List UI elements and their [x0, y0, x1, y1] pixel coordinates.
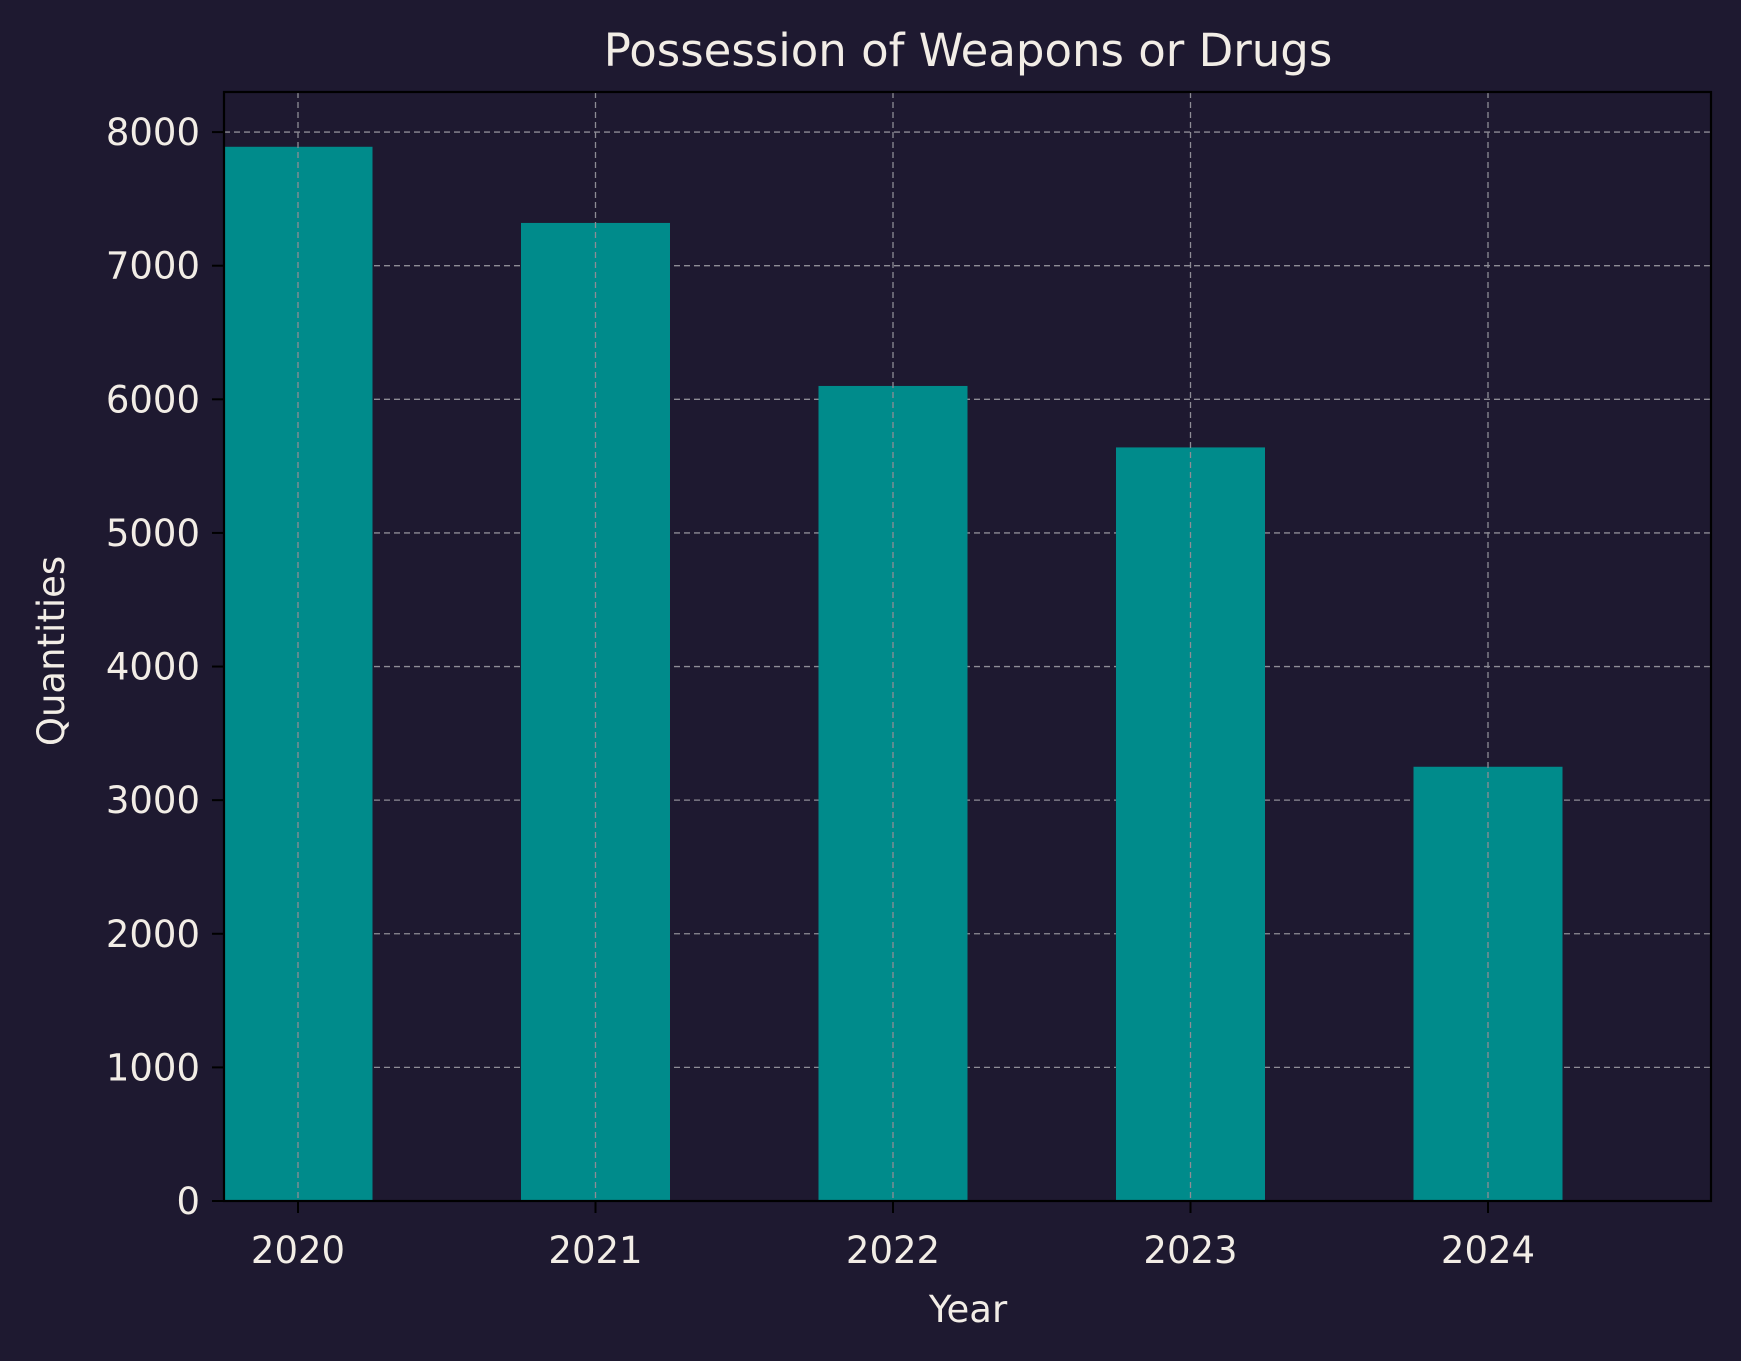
y-tick-label: 4000 [106, 646, 200, 689]
y-tick-label: 8000 [106, 111, 200, 154]
plot-frame [222, 90, 1713, 1203]
y-tick-label: 3000 [106, 779, 200, 822]
x-tick-label: 2023 [1143, 1229, 1237, 1272]
x-axis-title: Year [928, 1288, 1008, 1331]
y-axis-title: Quantities [30, 556, 73, 746]
y-tick-label: 5000 [106, 512, 200, 555]
x-tick-label: 2020 [251, 1229, 345, 1272]
y-tick-label: 0 [176, 1180, 200, 1223]
x-tick-label: 2021 [548, 1229, 642, 1272]
chart-title: Possession of Weapons or Drugs [604, 24, 1333, 77]
y-tick-label: 1000 [106, 1046, 200, 1089]
x-tick-label: 2022 [846, 1229, 940, 1272]
axis-layer: 0 1000 2000 3000 4000 5000 6000 7000 8000 2020 202… [106, 90, 1713, 1272]
y-tick-label: 2000 [106, 913, 200, 956]
y-tick-label: 6000 [106, 378, 200, 421]
x-tick-label: 2024 [1441, 1229, 1535, 1272]
y-tick-label: 7000 [106, 245, 200, 288]
grid-overlay-layer [297, 92, 1489, 1201]
